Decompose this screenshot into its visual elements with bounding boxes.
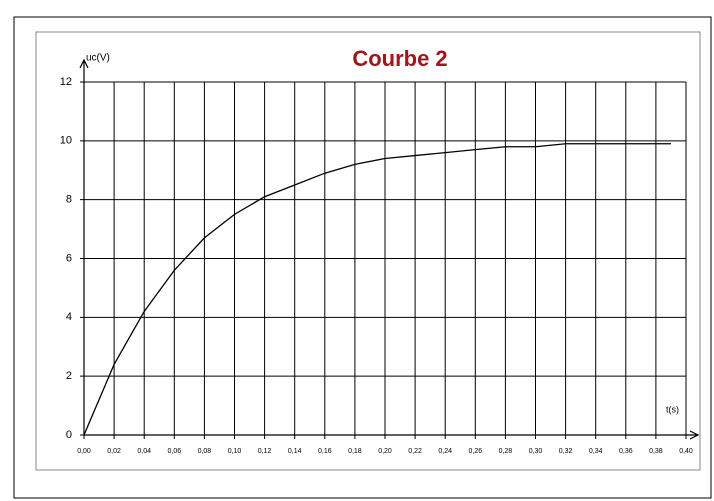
x-tick-label: 0,06 xyxy=(167,448,181,455)
x-tick-label: 0,30 xyxy=(529,448,543,455)
y-tick-label: 2 xyxy=(66,370,72,382)
x-tick-label: 0,16 xyxy=(318,448,332,455)
x-tick-label: 0,22 xyxy=(408,448,422,455)
x-tick-label: 0,40 xyxy=(679,448,693,455)
y-tick-label: 4 xyxy=(66,311,72,323)
x-tick-label: 0,24 xyxy=(438,448,452,455)
x-tick-label: 0,28 xyxy=(499,448,513,455)
y-tick-label: 10 xyxy=(60,135,72,147)
x-tick-label: 0,04 xyxy=(137,448,151,455)
x-tick-label: 0,14 xyxy=(288,448,302,455)
x-tick-label: 0,00 xyxy=(77,448,91,455)
x-axis-label: t(s) xyxy=(666,404,679,414)
x-tick-label: 0,38 xyxy=(649,448,663,455)
x-tick-label: 0,36 xyxy=(619,448,633,455)
x-tick-label: 0,10 xyxy=(228,448,242,455)
y-tick-label: 12 xyxy=(60,76,72,88)
x-tick-label: 0,26 xyxy=(468,448,482,455)
x-tick-label: 0,18 xyxy=(348,448,362,455)
data-line xyxy=(83,143,671,436)
x-tick-label: 0,12 xyxy=(258,448,272,455)
y-tick-label: 6 xyxy=(66,252,72,264)
x-axis xyxy=(84,430,700,440)
chart-title: Courbe 2 xyxy=(352,46,447,71)
y-tick-label: 8 xyxy=(66,194,72,206)
x-tick-label: 0,20 xyxy=(378,448,392,455)
y-axis xyxy=(79,58,89,435)
y-tick-label: 0 xyxy=(66,429,72,441)
x-tick-label: 0,08 xyxy=(198,448,212,455)
x-tick-label: 0,32 xyxy=(559,448,573,455)
y-axis-label: uc(V) xyxy=(86,53,110,64)
chart-frame xyxy=(35,31,701,471)
x-tick-label: 0,02 xyxy=(107,448,121,455)
x-tick-label: 0,34 xyxy=(589,448,603,455)
